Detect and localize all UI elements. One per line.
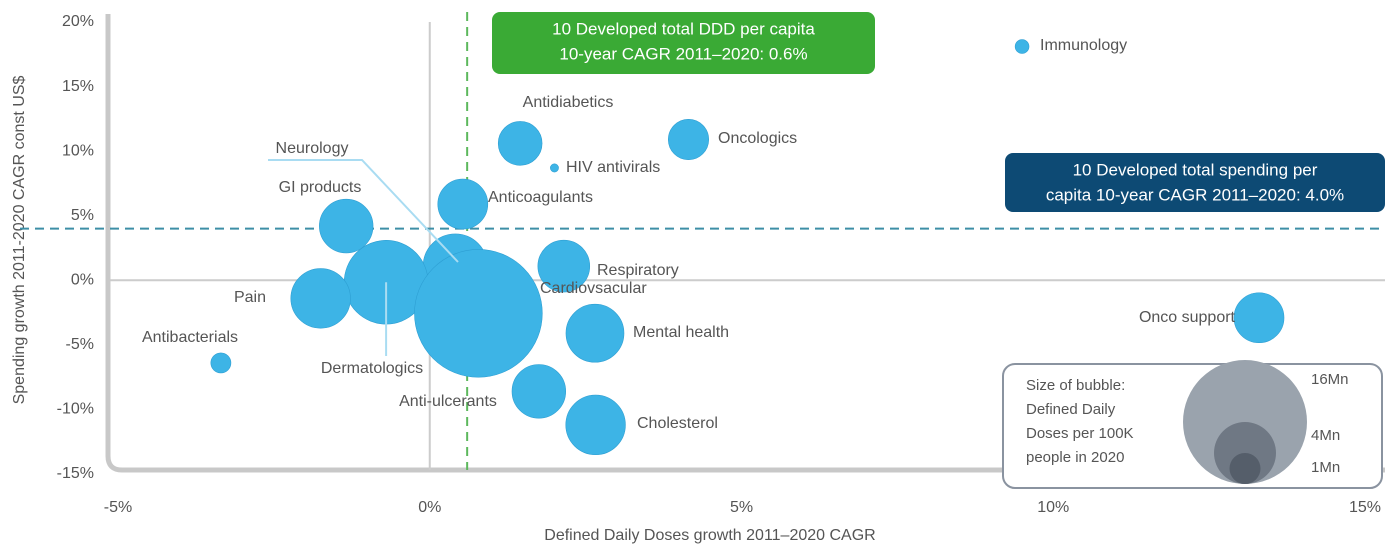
leader-line [268,159,459,263]
y-tick-label: 0% [71,272,94,289]
legend-size-label: 4Mn [1311,427,1340,444]
bubble [550,163,559,173]
legend-title: Doses per 100K [1026,425,1134,442]
bubble-label: Cardiovsacular [540,280,647,297]
bubble [511,364,567,419]
bubble-label: GI products [279,179,362,196]
y-tick-label: -15% [57,465,94,482]
bubble [210,352,232,374]
bubble [414,249,543,378]
legend-title: Defined Daily [1026,401,1116,418]
bubble [565,303,625,363]
annotation-text: 10-year CAGR 2011–2020: 0.6% [559,44,807,63]
x-tick-label: 10% [1037,499,1069,516]
y-tick-label: 20% [62,13,94,30]
bubble-label: Immunology [1040,37,1127,54]
bubble [319,198,374,254]
annotation-box [492,12,875,74]
bubble [497,121,543,166]
bubble [437,178,489,230]
legend-bubble [1229,453,1261,484]
y-tick-label: -10% [57,401,94,418]
bubble-label: Neurology [276,140,349,157]
legend-size-label: 16Mn [1311,371,1349,388]
bubble-label: Pain [234,289,266,306]
x-tick-label: -5% [104,499,132,516]
annotation-text: 10 Developed total spending per [1073,160,1318,179]
y-tick-label: -5% [66,336,94,353]
bubble-label: Antibacterials [142,329,238,346]
bubble-label: Anti-ulcerants [399,393,497,410]
x-tick-label: 0% [418,499,441,516]
x-tick-label: 5% [730,499,753,516]
legend-title: people in 2020 [1026,449,1124,466]
bubble-label: Antidiabetics [523,94,614,111]
y-tick-label: 10% [62,142,94,159]
y-tick-label: 5% [71,207,94,224]
annotation-text: capita 10-year CAGR 2011–2020: 4.0% [1046,185,1344,204]
bubble-label: Mental health [633,324,729,341]
annotation-text: 10 Developed total DDD per capita [552,19,815,38]
bubble [1014,39,1030,54]
x-tick-label: 15% [1349,499,1381,516]
bubble [667,119,710,161]
bubble-label: Anticoagulants [488,189,593,206]
bubble [565,394,626,456]
legend-title: Size of bubble: [1026,377,1125,394]
bubble [537,239,591,293]
bubble-label: HIV antivirals [566,159,660,176]
y-axis-label: Spending growth 2011-2020 CAGR const US$ [11,76,28,405]
bubble [290,268,351,329]
y-tick-label: 15% [62,78,94,95]
bubble-label: Respiratory [597,262,679,279]
bubble-label: Oncologics [718,130,797,147]
bubble-label: Onco support [1139,309,1236,326]
bubble-label: Dermatologics [321,360,423,377]
axis-frame [105,14,1385,473]
bubble [1233,292,1285,344]
annotation-box [1005,153,1385,212]
bubble-label: Cholesterol [637,415,718,432]
legend-size-label: 1Mn [1311,459,1340,476]
x-axis-label: Defined Daily Doses growth 2011–2020 CAG… [544,527,875,544]
